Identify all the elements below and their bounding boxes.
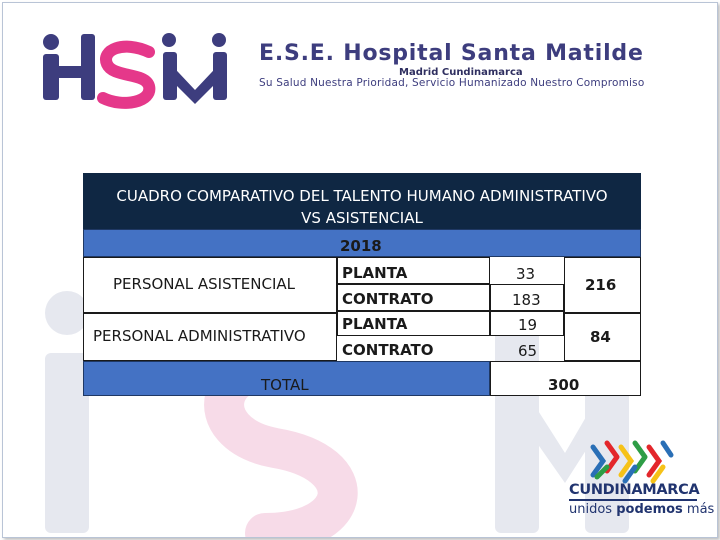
total-value-cell xyxy=(490,361,641,396)
subtotal-administrativo: 84 xyxy=(590,328,611,346)
table-title: CUADRO COMPARATIVO DEL TALENTO HUMANO AD… xyxy=(83,173,641,229)
type-cell xyxy=(337,311,490,336)
cundinamarca-logo-icon xyxy=(590,440,674,484)
type-contrato: CONTRATO xyxy=(342,341,434,359)
group-label-asistencial: PERSONAL ASISTENCIAL xyxy=(113,275,295,293)
group-administrativo-cell xyxy=(83,313,337,361)
type-cell xyxy=(337,257,490,284)
type-planta: PLANTA xyxy=(342,264,408,282)
type-contrato: CONTRATO xyxy=(342,290,434,308)
motto-suffix: más xyxy=(682,502,715,517)
count-cell xyxy=(490,311,564,336)
subtotal-cell xyxy=(564,257,641,313)
subtotal-cell xyxy=(564,313,641,361)
group-asistencial-cell xyxy=(83,257,337,313)
org-location: Madrid Cundinamarca xyxy=(399,67,523,78)
table-title-line1: CUADRO COMPARATIVO DEL TALENTO HUMANO AD… xyxy=(116,187,608,205)
year-header-bar xyxy=(83,229,641,257)
subtotal-asistencial: 216 xyxy=(585,276,617,294)
type-cell xyxy=(337,284,490,311)
year-label: 2018 xyxy=(340,237,382,255)
hsm-logo-icon xyxy=(43,33,227,109)
table-title-line2: VS ASISTENCIAL xyxy=(301,209,423,227)
org-slogan: Su Salud Nuestra Prioridad, Servicio Hum… xyxy=(259,77,645,89)
org-name: E.S.E. Hospital Santa Matilde xyxy=(259,41,644,66)
count-cell xyxy=(490,284,564,311)
motto-prefix: unidos xyxy=(569,502,617,517)
cundinamarca-motto: unidos podemos más xyxy=(569,502,714,517)
count-value: 19 xyxy=(518,316,538,334)
total-value: 300 xyxy=(548,376,580,394)
group-label-administrativo: PERSONAL ADMINISTRATIVO xyxy=(93,327,306,345)
cundinamarca-brand: CUNDINAMARCA xyxy=(569,482,700,498)
type-planta: PLANTA xyxy=(342,315,408,333)
cundinamarca-divider xyxy=(569,499,697,501)
total-label: TOTAL xyxy=(261,376,309,394)
motto-bold: podemos xyxy=(616,502,683,517)
total-row-bar xyxy=(83,361,490,396)
count-value: 33 xyxy=(516,265,536,283)
count-value: 183 xyxy=(512,291,541,309)
count-value: 65 xyxy=(518,342,538,360)
